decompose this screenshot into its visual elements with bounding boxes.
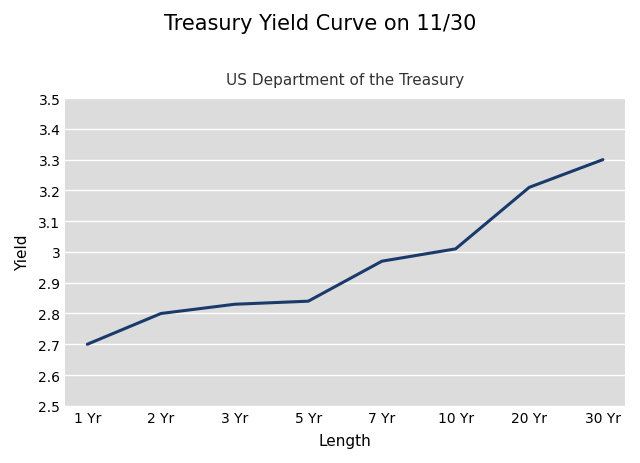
Y-axis label: Yield: Yield <box>15 234 30 270</box>
X-axis label: Length: Length <box>319 433 371 448</box>
Text: Treasury Yield Curve on 11/30: Treasury Yield Curve on 11/30 <box>164 14 476 34</box>
Title: US Department of the Treasury: US Department of the Treasury <box>226 73 464 88</box>
